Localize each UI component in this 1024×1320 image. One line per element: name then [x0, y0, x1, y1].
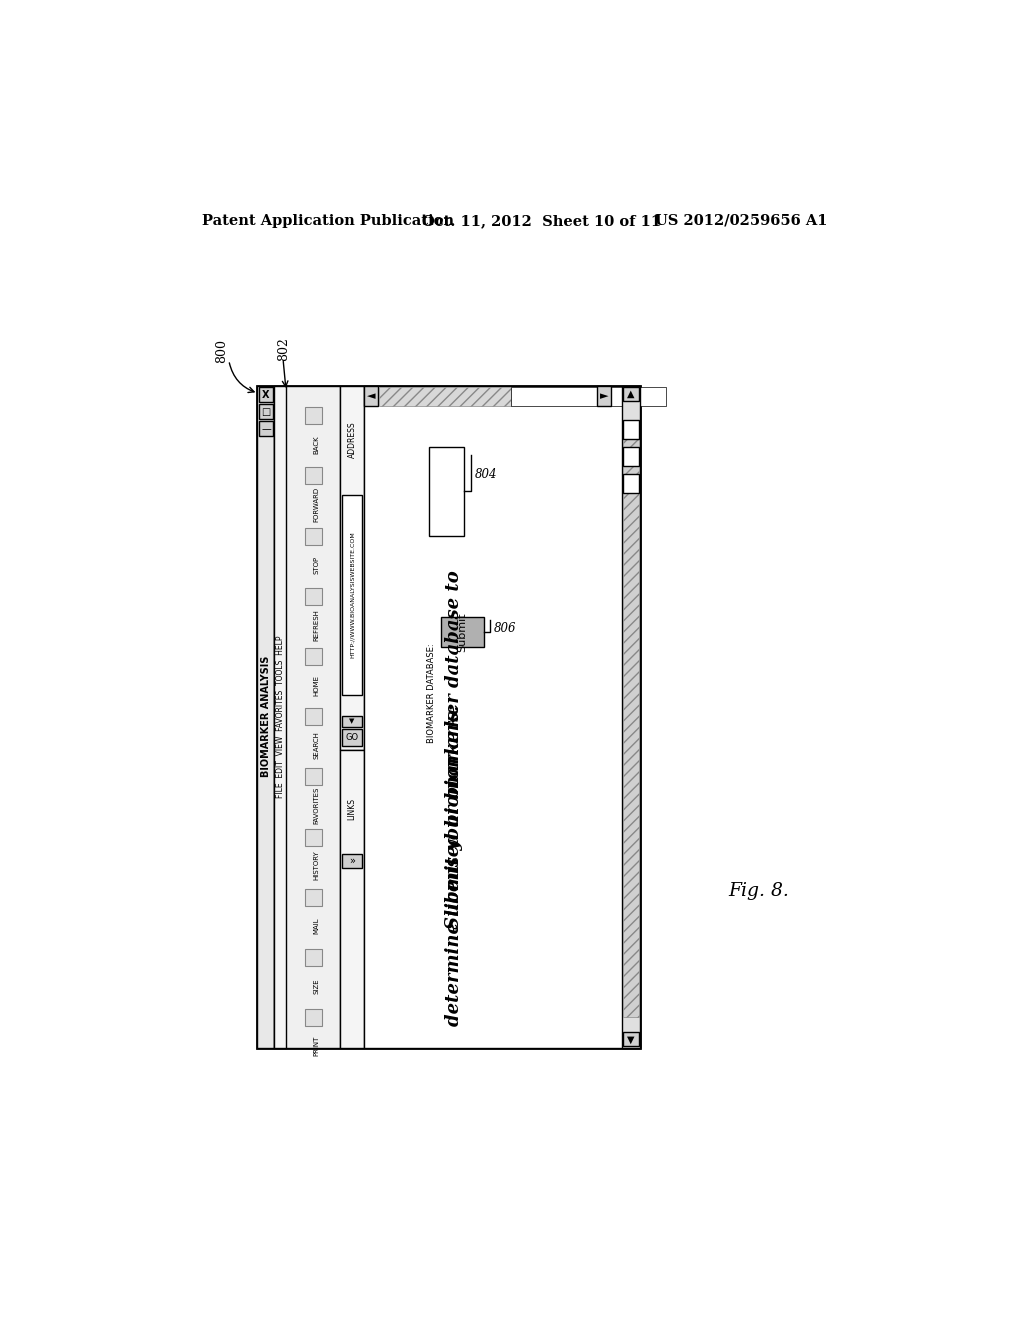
Bar [624, 420, 639, 440]
Text: determine licensed biomarkers:: determine licensed biomarkers: [445, 705, 463, 1026]
Bar [429, 447, 464, 536]
Text: FAVORITES: FAVORITES [313, 787, 319, 824]
Bar [305, 528, 322, 545]
Text: 802: 802 [276, 338, 290, 362]
Text: SEARCH: SEARCH [313, 731, 319, 759]
Bar [365, 387, 378, 407]
Text: Fig. 8.: Fig. 8. [729, 882, 790, 900]
Bar [342, 495, 362, 696]
Text: Submit your biomarker database to: Submit your biomarker database to [445, 570, 463, 929]
Bar [340, 750, 364, 1048]
Text: FILE  EDIT  VIEW  FAVORITES  TOOLS  HELP: FILE EDIT VIEW FAVORITES TOOLS HELP [275, 635, 285, 797]
Text: 800: 800 [215, 339, 227, 363]
Text: REFRESH: REFRESH [313, 609, 319, 640]
Bar [305, 708, 322, 725]
Text: 806: 806 [494, 622, 516, 635]
Text: ◄: ◄ [367, 391, 376, 401]
Bar [274, 385, 340, 1048]
Bar [623, 385, 640, 1048]
Text: X: X [262, 389, 269, 400]
Bar [597, 387, 611, 407]
Bar [259, 387, 273, 403]
Text: ADDRESS: ADDRESS [347, 422, 356, 458]
Bar [257, 385, 640, 1048]
Bar [624, 387, 639, 401]
Bar [624, 1032, 639, 1047]
Text: STOP: STOP [313, 556, 319, 574]
Text: 804: 804 [474, 467, 497, 480]
Bar [305, 768, 322, 785]
Bar [305, 467, 322, 484]
Text: »: » [349, 855, 355, 866]
Bar [342, 729, 362, 746]
Text: —: — [261, 424, 270, 434]
Text: GO: GO [345, 733, 358, 742]
Bar [342, 715, 362, 726]
Text: Oct. 11, 2012  Sheet 10 of 11: Oct. 11, 2012 Sheet 10 of 11 [423, 214, 662, 228]
Bar [259, 421, 273, 437]
Bar [511, 387, 666, 405]
Text: HOME: HOME [313, 675, 319, 696]
Text: ▲: ▲ [628, 389, 635, 399]
Bar [342, 854, 362, 869]
Text: SIZE: SIZE [313, 978, 319, 994]
Bar [379, 387, 511, 405]
Text: ▼: ▼ [628, 1035, 635, 1044]
Text: Submit: Submit [458, 612, 467, 652]
Text: Patent Application Publication: Patent Application Publication [202, 214, 454, 228]
Text: BACK: BACK [313, 434, 319, 454]
Text: FORWARD: FORWARD [313, 487, 319, 521]
Text: HTTP://WWW.BIOANALYSISWEBSITE.COM: HTTP://WWW.BIOANALYSISWEBSITE.COM [349, 532, 354, 659]
Bar [624, 447, 639, 466]
Bar [305, 888, 322, 906]
Bar [624, 474, 639, 494]
Text: □: □ [261, 407, 270, 417]
Bar [364, 385, 640, 1048]
Text: ►: ► [600, 391, 608, 401]
Bar [257, 385, 274, 1048]
Bar [305, 587, 322, 605]
Bar [274, 385, 286, 1048]
Text: ▼: ▼ [349, 718, 354, 725]
Bar [340, 385, 364, 750]
Text: US 2012/0259656 A1: US 2012/0259656 A1 [655, 214, 827, 228]
Bar [624, 432, 639, 1016]
Text: HISTORY: HISTORY [313, 850, 319, 880]
Bar [305, 829, 322, 846]
Bar [441, 616, 483, 647]
Text: PRINT: PRINT [313, 1036, 319, 1056]
Bar [305, 407, 322, 424]
Text: LINKS: LINKS [347, 799, 356, 820]
Bar [259, 404, 273, 420]
Bar [305, 648, 322, 665]
Text: MAIL: MAIL [313, 917, 319, 935]
Text: BIOMARKER DATABASE:: BIOMARKER DATABASE: [427, 644, 436, 743]
Bar [305, 949, 322, 966]
Text: BIOMARKER ANALYSIS: BIOMARKER ANALYSIS [261, 656, 271, 777]
Bar [305, 1010, 322, 1026]
